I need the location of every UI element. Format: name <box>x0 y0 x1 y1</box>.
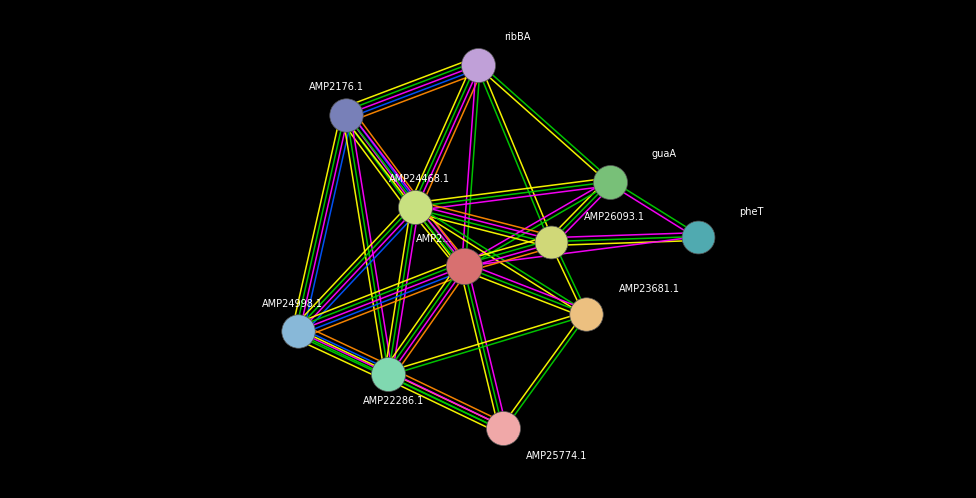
Point <box>407 203 423 211</box>
Point <box>381 370 396 377</box>
Text: AMP26093.1: AMP26093.1 <box>585 212 645 222</box>
Text: AMP2...: AMP2... <box>416 234 453 244</box>
Point <box>690 233 706 241</box>
Point <box>578 310 593 318</box>
Point <box>470 61 486 69</box>
Text: pheT: pheT <box>740 207 763 217</box>
Point <box>602 178 618 186</box>
Text: AMP23681.1: AMP23681.1 <box>619 284 679 294</box>
Text: AMP25774.1: AMP25774.1 <box>526 451 587 461</box>
Point <box>544 238 559 246</box>
Text: AMP24998.1: AMP24998.1 <box>263 299 323 309</box>
Point <box>290 327 305 335</box>
Text: guaA: guaA <box>651 149 676 159</box>
Point <box>456 262 471 270</box>
Text: ribBA: ribBA <box>504 32 531 42</box>
Text: AMP22286.1: AMP22286.1 <box>363 396 424 406</box>
Point <box>339 111 354 119</box>
Text: AMP2176.1: AMP2176.1 <box>309 82 364 92</box>
Point <box>495 424 510 432</box>
Text: AMP24468.1: AMP24468.1 <box>389 174 450 184</box>
